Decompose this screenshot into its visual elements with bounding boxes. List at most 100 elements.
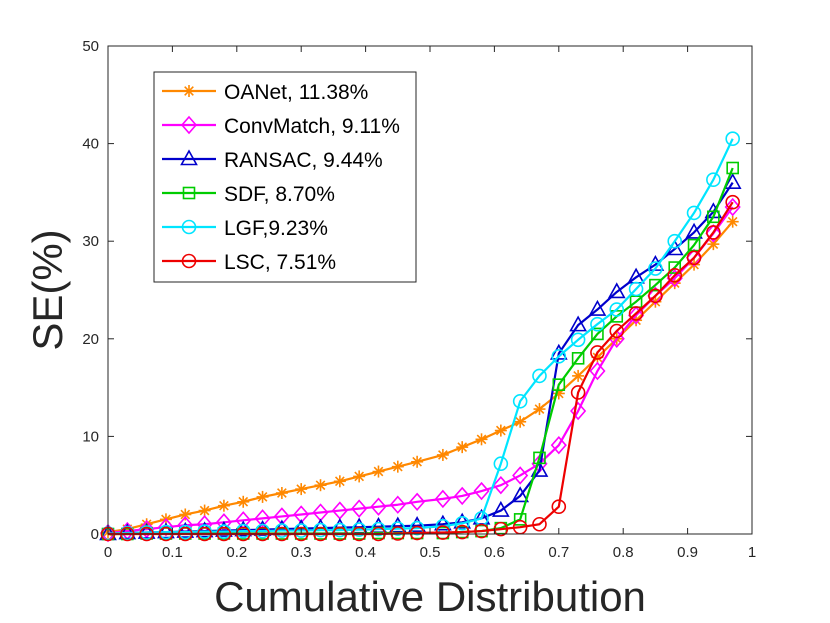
data-point (724, 197, 741, 217)
diamond-marker-shape (180, 115, 198, 135)
data-point (456, 441, 469, 454)
data-point (588, 299, 607, 316)
data-point (179, 508, 192, 521)
asterisk-stroke (296, 484, 307, 494)
data-point (372, 465, 385, 478)
data-point (686, 205, 702, 221)
data-point (550, 435, 567, 455)
data-point (648, 288, 663, 304)
asterisk-stroke (180, 509, 191, 520)
circle-marker-shape (667, 233, 683, 249)
y-axis: 0 10 20 30 40 50 (82, 38, 752, 543)
square-marker-shape (668, 261, 682, 274)
data-point (723, 172, 742, 189)
circle-marker-shape (474, 523, 489, 539)
diamond-marker-shape (157, 517, 175, 537)
triangle-marker-shape (408, 516, 426, 533)
circle-marker-shape (648, 288, 663, 304)
data-point (649, 278, 662, 292)
data-point (454, 486, 471, 506)
y-tick-label: 40 (82, 136, 99, 153)
triangle-marker-shape (453, 512, 472, 529)
circle-marker-shape (590, 316, 605, 332)
data-point (411, 455, 424, 468)
data-point (409, 525, 425, 541)
x-axis: 0 0.1 0.2 0.3 0.4 0.5 0.6 0.7 0.8 0.9 1 (104, 46, 756, 561)
asterisk-stroke (708, 239, 719, 249)
data-point (726, 215, 739, 228)
square-marker-shape (649, 278, 662, 292)
data-point (492, 475, 509, 495)
x-tick-label: 0.8 (613, 544, 634, 561)
data-point (332, 522, 348, 538)
data-point (275, 487, 288, 500)
data-point (668, 261, 682, 274)
data-point (589, 361, 606, 381)
circle-marker-shape (293, 523, 309, 538)
legend-entry: LGF,9.23% (162, 217, 328, 240)
square-marker-shape (182, 186, 196, 200)
data-point (118, 523, 137, 540)
square-marker-shape (513, 513, 527, 526)
circle-marker-shape (371, 521, 386, 537)
asterisk-stroke (199, 505, 210, 516)
diamond-marker-shape (550, 435, 567, 455)
circle-marker-shape (628, 281, 644, 297)
asterisk-stroke (184, 86, 194, 96)
diamond-marker-shape (589, 361, 606, 381)
data-point (390, 521, 406, 536)
data-point (454, 524, 470, 540)
data-point (256, 490, 269, 503)
circle-marker-shape (409, 520, 425, 536)
data-point (454, 515, 470, 531)
data-point (667, 233, 683, 249)
circle-marker-shape (181, 219, 197, 235)
circle-marker-shape (409, 525, 425, 541)
diamond-marker-shape (666, 269, 683, 288)
circle-marker-shape (551, 349, 567, 364)
diamond-marker-shape (628, 306, 645, 325)
data-point (391, 460, 404, 473)
data-point (491, 500, 510, 517)
circle-marker-shape (454, 515, 470, 531)
data-point (313, 522, 328, 538)
data-point (436, 448, 449, 461)
data-point (590, 345, 605, 360)
legend-label: ConvMatch, 9.11% (224, 115, 400, 138)
data-point (314, 479, 327, 492)
data-point (473, 481, 490, 501)
diamond-marker-shape (254, 509, 271, 528)
square-marker-shape (707, 210, 720, 224)
data-point (706, 225, 721, 240)
legend-label: LSC, 7.51% (224, 251, 336, 274)
legend-entry: ConvMatch, 9.11% (162, 115, 400, 138)
data-point (388, 516, 407, 533)
diamond-marker-shape (409, 492, 426, 512)
data-point (512, 466, 529, 485)
square-marker-shape (591, 327, 604, 341)
x-tick-label: 0.7 (548, 544, 569, 561)
circle-marker-shape (390, 521, 406, 536)
diamond-marker-shape (473, 481, 490, 501)
data-point (293, 523, 309, 538)
circle-marker-shape (274, 523, 290, 538)
circle-marker-shape (609, 323, 625, 339)
data-point (569, 315, 587, 332)
legend-entry: OANet, 11.38% (162, 81, 368, 104)
triangle-marker-shape (157, 522, 175, 539)
data-point (237, 495, 250, 508)
data-point (137, 522, 156, 539)
data-point (533, 451, 546, 465)
x-tick-label: 0.3 (291, 544, 312, 561)
circle-marker-shape (493, 456, 509, 472)
legend-entry: SDF, 8.70% (162, 183, 335, 206)
circle-marker-shape (628, 306, 644, 321)
circle-marker-shape (609, 302, 625, 317)
legend-swatch-marker (180, 115, 198, 135)
data-point (609, 323, 625, 339)
circle-marker-shape (332, 522, 348, 538)
x-axis-label: Cumulative Distribution (214, 573, 646, 620)
legend-swatch-marker (183, 85, 195, 97)
circle-marker-shape (435, 525, 451, 540)
asterisk-stroke (573, 371, 583, 381)
